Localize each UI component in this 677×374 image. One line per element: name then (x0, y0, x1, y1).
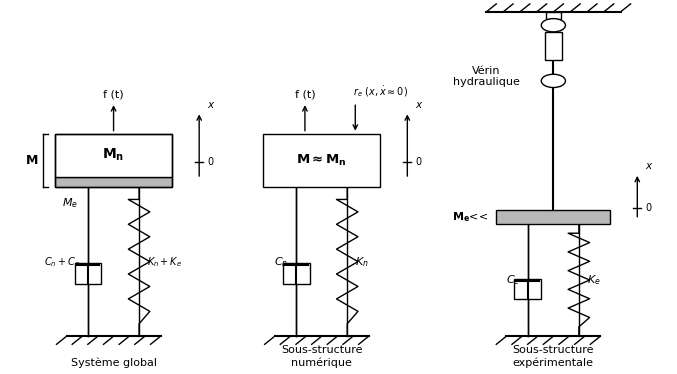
Bar (515, 279, 542, 299)
Text: $\mathbf{M_n}$: $\mathbf{M_n}$ (102, 147, 125, 163)
Text: $K_n + K_e$: $K_n + K_e$ (147, 255, 182, 269)
Text: Sous-structure
numérique: Sous-structure numérique (281, 345, 362, 368)
Text: x: x (645, 161, 651, 171)
Text: $C_e$: $C_e$ (506, 273, 520, 287)
Bar (546, 12, 561, 19)
Text: $\mathbf{M \approx M_n}$: $\mathbf{M \approx M_n}$ (297, 153, 347, 168)
Text: $C_n$: $C_n$ (274, 255, 288, 269)
Circle shape (542, 74, 565, 88)
Text: 0: 0 (416, 157, 422, 167)
Text: $M_e$: $M_e$ (62, 196, 78, 210)
Text: $\mathbf{M_e}$<<: $\mathbf{M_e}$<< (452, 210, 488, 224)
Text: $r_e\ \mathit{(x,\dot{x}{\approx}0)}$: $r_e\ \mathit{(x,\dot{x}{\approx}0)}$ (353, 85, 408, 99)
Text: $K_e$: $K_e$ (587, 273, 600, 287)
Bar (496, 210, 611, 224)
Bar (545, 32, 562, 59)
Text: f (t): f (t) (104, 89, 124, 99)
Text: $C_n + C_e$: $C_n + C_e$ (44, 255, 80, 269)
Bar (55, 134, 173, 187)
Text: x: x (416, 99, 422, 110)
Text: 0: 0 (645, 203, 651, 213)
Text: Vérin
hydraulique: Vérin hydraulique (453, 66, 520, 87)
Bar (55, 177, 173, 187)
Bar (263, 134, 380, 187)
Bar (55, 134, 173, 177)
Text: Sous-structure
expérimentale: Sous-structure expérimentale (512, 345, 594, 368)
Text: 0: 0 (207, 157, 213, 167)
Circle shape (542, 19, 565, 32)
Bar (283, 263, 309, 284)
Bar (74, 263, 102, 284)
Text: $K_n$: $K_n$ (355, 255, 369, 269)
Text: f (t): f (t) (294, 89, 315, 99)
Text: Système global: Système global (70, 357, 156, 368)
Text: x: x (207, 99, 213, 110)
Text: M: M (26, 154, 39, 167)
